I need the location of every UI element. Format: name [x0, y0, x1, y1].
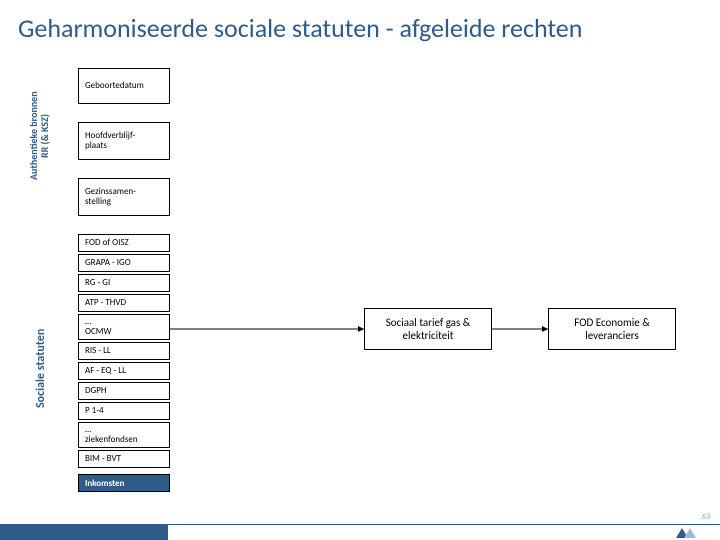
node-sociaal-tarief: Sociaal tarief gas & elektriciteit [364, 308, 492, 350]
left-box: Hoofdverblijf-plaats [78, 122, 170, 160]
left-box: AF - EQ - LL [78, 362, 170, 380]
left-box: FOD of OISZ [78, 234, 170, 252]
left-box: Geboortedatum [78, 68, 170, 104]
footer-line [168, 524, 720, 525]
left-box: …ziekenfondsen [78, 422, 170, 448]
node-fod-economie: FOD Economie & leveranciers [548, 308, 676, 350]
left-box: RIS - LL [78, 342, 170, 360]
left-box: Gezinssamen-stelling [78, 178, 170, 216]
page-title: Geharmoniseerde sociale statuten - afgel… [18, 12, 582, 44]
vlabel-authentieke-bronnen: Authentieke bronnenRR (& KSZ) [28, 66, 58, 206]
logo-icon [676, 526, 698, 538]
vlabel-sociale-statuten: Sociale statuten [35, 308, 57, 428]
left-box: DGPH [78, 382, 170, 400]
left-box: RG - GI [78, 274, 170, 292]
left-box: P 1-4 [78, 402, 170, 420]
page-number: 63 [702, 512, 710, 522]
footer-bar [0, 524, 168, 540]
slide: Geharmoniseerde sociale statuten - afgel… [0, 0, 720, 540]
left-box: …OCMW [78, 314, 170, 340]
left-box: ATP - THVD [78, 294, 170, 312]
inkomsten-box: Inkomsten [78, 474, 170, 492]
left-box: GRAPA - IGO [78, 254, 170, 272]
left-box: BIM - BVT [78, 450, 170, 468]
